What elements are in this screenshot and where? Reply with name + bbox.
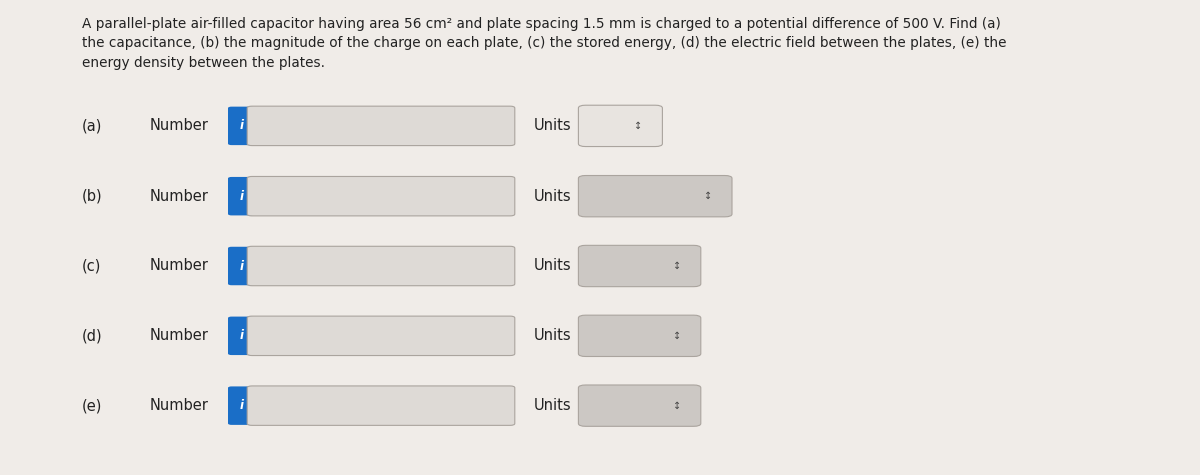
Text: i: i <box>239 119 244 133</box>
FancyBboxPatch shape <box>578 105 662 147</box>
Text: ↕: ↕ <box>635 121 642 131</box>
Text: Number: Number <box>150 118 209 133</box>
FancyBboxPatch shape <box>228 107 254 145</box>
FancyBboxPatch shape <box>247 106 515 145</box>
Text: Units: Units <box>534 189 571 204</box>
Text: (b): (b) <box>82 189 102 204</box>
Text: Number: Number <box>150 398 209 413</box>
Text: (a): (a) <box>82 118 102 133</box>
FancyBboxPatch shape <box>578 385 701 427</box>
FancyBboxPatch shape <box>578 176 732 217</box>
Text: i: i <box>239 190 244 203</box>
FancyBboxPatch shape <box>228 177 254 216</box>
Text: Units: Units <box>534 118 571 133</box>
Text: ↕: ↕ <box>673 331 680 341</box>
Text: Number: Number <box>150 258 209 274</box>
Text: Number: Number <box>150 189 209 204</box>
Text: Units: Units <box>534 258 571 274</box>
Text: (e): (e) <box>82 398 102 413</box>
Text: (c): (c) <box>82 258 101 274</box>
FancyBboxPatch shape <box>247 386 515 426</box>
FancyBboxPatch shape <box>228 316 254 355</box>
FancyBboxPatch shape <box>228 387 254 425</box>
Text: Number: Number <box>150 328 209 343</box>
FancyBboxPatch shape <box>578 245 701 286</box>
Text: i: i <box>239 399 244 412</box>
Text: Units: Units <box>534 328 571 343</box>
FancyBboxPatch shape <box>247 177 515 216</box>
Text: ↕: ↕ <box>673 261 680 271</box>
FancyBboxPatch shape <box>228 247 254 285</box>
FancyBboxPatch shape <box>247 246 515 285</box>
Text: i: i <box>239 329 244 342</box>
Text: A parallel-plate air-filled capacitor having area 56 cm² and plate spacing 1.5 m: A parallel-plate air-filled capacitor ha… <box>82 17 1006 70</box>
Text: ↕: ↕ <box>704 191 712 201</box>
Text: i: i <box>239 259 244 273</box>
FancyBboxPatch shape <box>578 315 701 356</box>
FancyBboxPatch shape <box>247 316 515 355</box>
Text: ↕: ↕ <box>673 400 680 411</box>
Text: Units: Units <box>534 398 571 413</box>
Text: (d): (d) <box>82 328 102 343</box>
